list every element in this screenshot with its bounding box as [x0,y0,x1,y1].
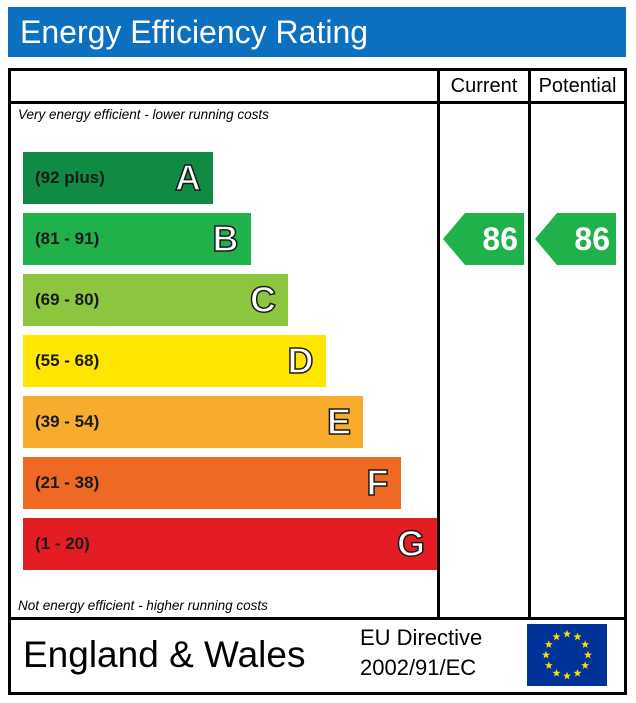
band-g: (1 - 20) G [23,518,437,570]
band-f: (21 - 38) F [23,457,401,509]
band-range: (1 - 20) [35,534,90,553]
current-column-header: Current [450,75,518,97]
header-row-divider [11,101,624,104]
band-letter: G [396,522,426,565]
band-letter: E [326,400,352,443]
band-letter: B [212,217,240,260]
eu-star [542,650,550,659]
band-letter: F [366,461,390,504]
band-range: (81 - 91) [35,229,100,248]
footer-divider [11,617,624,620]
eu-star [544,661,553,669]
band-a: (92 plus) A [23,152,213,204]
eu-star [581,661,590,669]
page-title: Energy Efficiency Rating [8,7,626,57]
band-e: (39 - 54) E [23,396,363,448]
potential-column-header: Potential [538,75,617,97]
current-column-divider [437,71,440,620]
current-rating-arrow: 86 [443,213,524,265]
band-letter: D [287,339,315,382]
band-b: (81 - 91) B [23,213,251,265]
band-range: (69 - 80) [35,290,100,309]
directive-line-1: EU Directive [360,625,483,650]
eu-flag-icon [527,624,607,686]
band-range: (55 - 68) [35,351,100,370]
band-range: (21 - 38) [35,473,100,492]
eu-star [552,668,561,677]
eu-star [581,640,590,648]
eu-star [544,640,553,648]
arrow-shape [535,213,616,265]
band-c: (69 - 80) C [23,274,288,326]
eu-star [573,668,582,677]
eu-star [584,650,592,659]
band-range: (39 - 54) [35,412,100,431]
top-note: Very energy efficient - lower running co… [18,107,269,122]
arrow-shape [443,213,524,265]
bottom-note: Not energy efficient - higher running co… [18,598,268,613]
current-rating-value: 86 [482,221,518,257]
rating-chart: Current Potential Very energy efficient … [8,68,627,695]
eu-star [563,671,571,680]
region-label: England & Wales [23,634,306,675]
directive-line-2: 2002/91/EC [360,655,477,680]
directive-text: EU Directive 2002/91/EC [360,623,482,683]
potential-column-divider [528,71,531,620]
band-letter: A [174,156,202,199]
potential-rating-value: 86 [574,221,610,257]
eu-star [573,632,582,641]
potential-rating-arrow: 86 [535,213,616,265]
band-letter: C [249,278,277,321]
eu-star [563,629,571,638]
band-d: (55 - 68) D [23,335,326,387]
band-range: (92 plus) [35,168,105,187]
eu-star [552,632,561,641]
